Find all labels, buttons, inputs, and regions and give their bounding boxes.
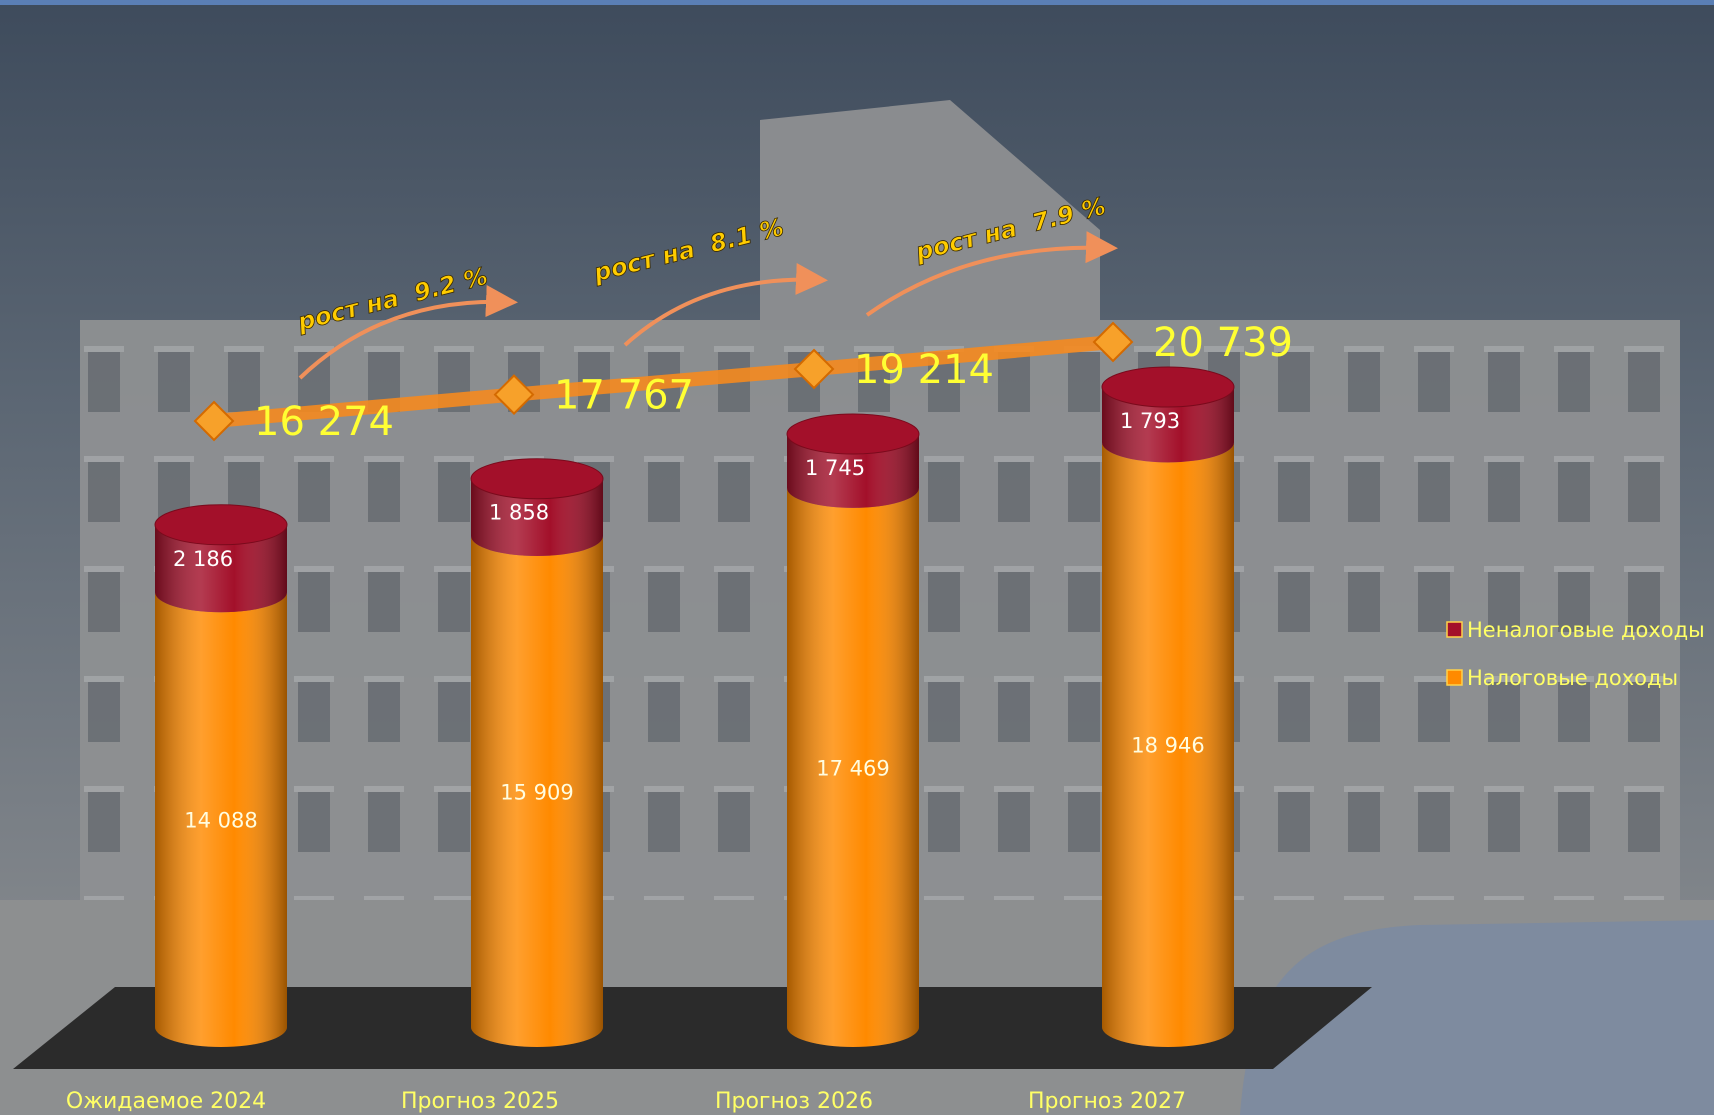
legend-label: Налоговые доходы [1467, 666, 1678, 690]
floor [13, 987, 1372, 1069]
x-tick-label: Прогноз 2027 [1028, 1089, 1186, 1114]
bar-shading [787, 434, 919, 508]
value-label: 17 469 [816, 756, 889, 780]
cylinder-top [154, 504, 288, 546]
x-tick-label: Прогноз 2025 [401, 1089, 559, 1114]
total-label: 16 274 [254, 399, 394, 445]
totals-marker [493, 374, 535, 415]
growth-arrow [623, 263, 828, 347]
bar-shading [155, 524, 287, 613]
x-tick-label: Прогноз 2026 [715, 1089, 873, 1114]
growth-arrow [298, 285, 518, 380]
bar-shading [471, 478, 603, 557]
bar-shading [787, 487, 919, 1047]
growth-arrow [865, 231, 1118, 317]
value-label: 1 745 [805, 456, 865, 480]
bar-shading [1102, 387, 1234, 463]
totals-marker [193, 400, 235, 442]
legend-label: Неналоговые доходы [1467, 618, 1705, 642]
x-tick-label: Ожидаемое 2024 [66, 1089, 266, 1114]
value-label: 1 858 [489, 501, 549, 525]
total-label: 19 214 [854, 347, 994, 393]
cylinder-top [470, 458, 604, 500]
legend-swatch [1446, 669, 1463, 686]
bar-shading [1102, 442, 1234, 1047]
value-label: 2 186 [173, 547, 233, 571]
value-label: 15 909 [500, 781, 573, 805]
totals-line [213, 335, 1114, 428]
value-label: 1 793 [1120, 409, 1180, 433]
bar-shading [471, 536, 603, 1047]
bars: 14 088 2 186 15 909 1 858 17 469 1 745 18 946 1… [154, 366, 1235, 1047]
bar-shading [155, 592, 287, 1047]
totals-marker [1092, 321, 1134, 363]
totals-marker [793, 348, 835, 390]
cylinder-top [1101, 366, 1235, 408]
total-label: 17 767 [554, 373, 694, 419]
cylinder-top [786, 413, 920, 455]
value-label: 18 946 [1131, 734, 1204, 758]
total-label: 20 739 [1153, 320, 1293, 366]
value-label: 14 088 [184, 809, 257, 833]
legend-swatch [1446, 621, 1463, 638]
